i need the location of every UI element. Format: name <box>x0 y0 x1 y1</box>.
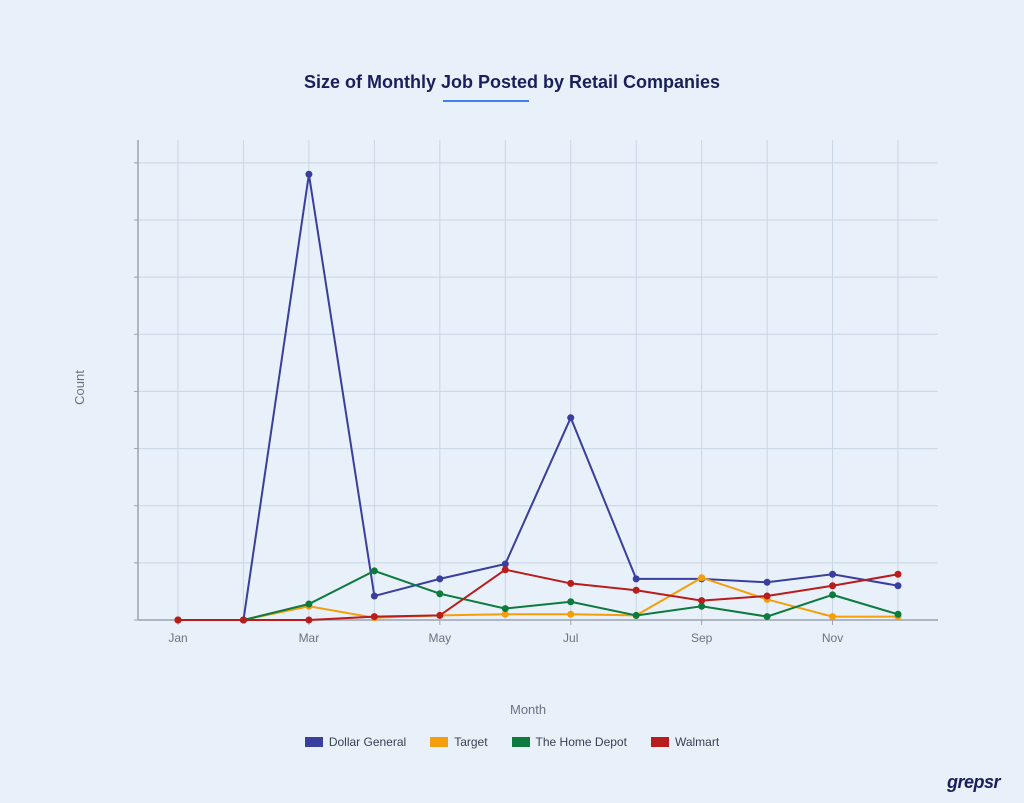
chart-plot-area: 02500500075001000012500150001750020000Ja… <box>128 140 938 650</box>
svg-text:Nov: Nov <box>822 631 843 645</box>
legend-item-home-depot: The Home Depot <box>512 735 627 749</box>
y-axis-label: Count <box>72 370 87 405</box>
legend-swatch <box>305 737 323 747</box>
legend-label: Dollar General <box>329 735 406 749</box>
svg-text:Mar: Mar <box>299 631 320 645</box>
legend-swatch <box>512 737 530 747</box>
legend-label: Walmart <box>675 735 719 749</box>
title-underline <box>443 100 529 102</box>
legend: Dollar General Target The Home Depot Wal… <box>0 735 1024 749</box>
svg-text:Jan: Jan <box>168 631 187 645</box>
legend-item-dollar-general: Dollar General <box>305 735 406 749</box>
x-axis-label: Month <box>510 702 546 717</box>
legend-swatch <box>651 737 669 747</box>
legend-item-walmart: Walmart <box>651 735 719 749</box>
svg-text:Sep: Sep <box>691 631 713 645</box>
chart-svg: 02500500075001000012500150001750020000Ja… <box>128 140 938 650</box>
chart-title: Size of Monthly Job Posted by Retail Com… <box>0 0 1024 93</box>
legend-swatch <box>430 737 448 747</box>
legend-label: The Home Depot <box>536 735 627 749</box>
svg-text:Jul: Jul <box>563 631 578 645</box>
watermark-logo: grepsr <box>947 772 1000 793</box>
legend-item-target: Target <box>430 735 487 749</box>
svg-text:May: May <box>428 631 451 645</box>
legend-label: Target <box>454 735 487 749</box>
